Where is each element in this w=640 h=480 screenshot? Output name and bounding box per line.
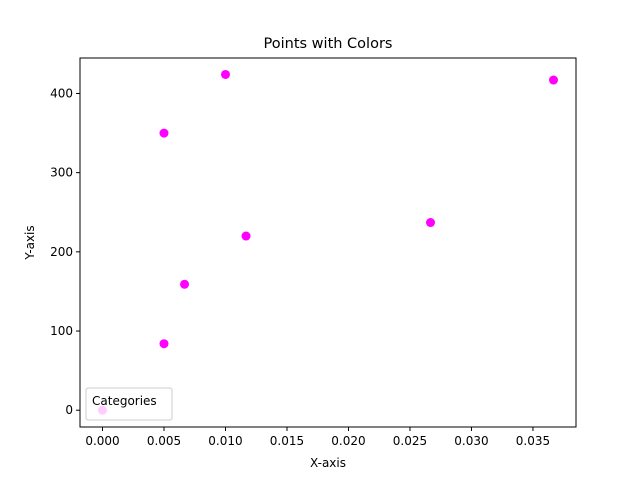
plot-frame xyxy=(79,57,577,428)
y-tick-label: 0 xyxy=(65,403,73,417)
x-tick-label: 0.030 xyxy=(454,434,488,448)
x-tick-label: 0.035 xyxy=(516,434,550,448)
y-tick-label: 100 xyxy=(50,324,73,338)
y-tick-label: 300 xyxy=(50,166,73,180)
y-tick-label: 400 xyxy=(50,86,73,100)
y-axis-label: Y-axis xyxy=(23,225,37,260)
plot-area xyxy=(80,58,576,427)
data-point xyxy=(180,279,190,289)
x-tick-label: 0.025 xyxy=(393,434,427,448)
chart-title: Points with Colors xyxy=(264,36,393,52)
data-point xyxy=(159,339,169,349)
data-point xyxy=(241,231,251,241)
x-axis: 0.000 0.005 0.010 0.015 0.020 0.025 0.030 0.035 xyxy=(85,427,550,448)
data-point xyxy=(548,75,558,85)
x-tick-label: 0.015 xyxy=(270,434,304,448)
x-axis-label: X-axis xyxy=(310,456,346,470)
y-axis: 0 100 200 300 400 xyxy=(50,86,80,417)
x-tick-label: 0.010 xyxy=(208,434,242,448)
x-tick-label: 0.005 xyxy=(147,434,181,448)
legend: Categories xyxy=(85,387,173,421)
legend-title: Categories xyxy=(92,394,157,408)
legend-box xyxy=(85,387,173,421)
data-point xyxy=(426,218,436,228)
data-point xyxy=(159,128,169,138)
data-point xyxy=(220,69,230,79)
x-tick-label: 0.000 xyxy=(85,434,119,448)
y-tick-label: 200 xyxy=(50,245,73,259)
x-tick-label: 0.020 xyxy=(331,434,365,448)
